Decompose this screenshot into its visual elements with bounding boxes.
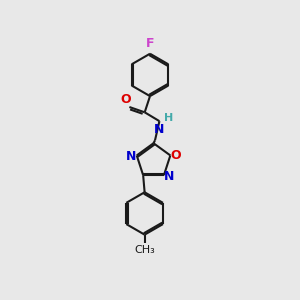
Text: CH₃: CH₃ <box>134 245 155 255</box>
Text: F: F <box>146 37 154 50</box>
Text: N: N <box>154 123 165 136</box>
Text: N: N <box>126 150 136 164</box>
Text: O: O <box>170 149 181 162</box>
Text: N: N <box>164 170 174 183</box>
Text: O: O <box>120 93 131 106</box>
Text: H: H <box>164 112 173 123</box>
